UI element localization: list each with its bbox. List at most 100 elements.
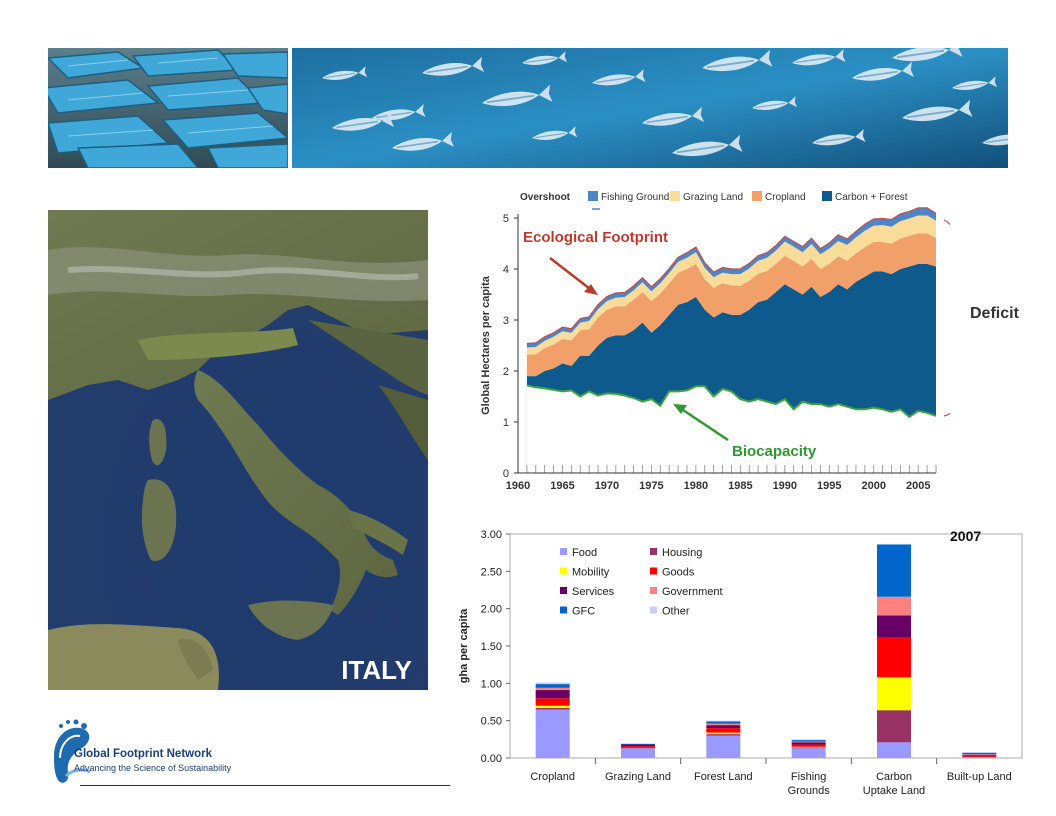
legend-swatch <box>650 606 657 614</box>
bar-segment-housing <box>535 707 570 710</box>
bar-segment-housing <box>706 734 741 736</box>
logo-divider <box>80 785 450 786</box>
bar-segment-goods <box>791 744 826 747</box>
legend-swatch <box>588 191 598 201</box>
deficit-label: Deficit <box>970 305 1019 322</box>
fish-shape <box>592 69 646 86</box>
biocapacity-arrow <box>679 406 729 442</box>
fish-shape <box>902 99 973 122</box>
fish-shape <box>982 134 1008 146</box>
fish-shape <box>392 131 455 151</box>
footprint-logo-icon <box>54 719 91 783</box>
legend-swatch <box>822 191 832 201</box>
bar-segment-services <box>706 725 741 729</box>
fish-shape <box>642 106 705 126</box>
legend-swatch <box>560 567 567 575</box>
legend-label: Housing <box>662 547 702 559</box>
category-label: Built-up Land <box>947 771 1012 783</box>
legend-swatch <box>650 567 657 575</box>
fish-shape <box>952 76 998 90</box>
bar-segment-housing <box>791 747 826 749</box>
bar-segment-food <box>535 709 570 758</box>
fish-shape <box>422 56 485 76</box>
biocapacity-annotation: Biocapacity <box>732 443 817 460</box>
legend-label: Mobility <box>572 567 610 579</box>
category-label: Uptake Land <box>863 785 925 797</box>
fish-shape <box>702 49 773 72</box>
bar-segment-gfc <box>621 743 655 745</box>
legend-label: Carbon + Forest <box>835 192 908 203</box>
x-tick-label: 2005 <box>906 480 930 492</box>
bar-segment-mobility <box>877 677 911 711</box>
legend-label: Food <box>572 547 597 559</box>
area-cropland <box>526 233 936 377</box>
stacked-bar-chart: 0.00 0.50 1.00 1.50 2.00 2.50 3.00 gha per capi… <box>440 520 1030 810</box>
bar-segment-housing <box>962 756 997 758</box>
x-tick-label: 1960 <box>506 480 530 492</box>
legend-label: Other <box>662 606 690 618</box>
y-axis-label: Global Hectares per capita <box>480 275 492 415</box>
biocapacity-line <box>526 384 937 419</box>
category-label: Cropland <box>530 771 575 783</box>
plot-area <box>509 533 1023 759</box>
fish-shape <box>812 129 866 146</box>
x-tick-label: 2000 <box>862 480 886 492</box>
bar-segment-other <box>535 682 570 685</box>
legend-swatch <box>670 191 680 201</box>
area-fishing-ground <box>526 207 936 348</box>
chart1-legend: Overshoot Fishing Ground Grazing Land Cropl… <box>520 191 908 210</box>
bar-segment-gfc <box>962 752 997 755</box>
fish-shape <box>372 104 426 121</box>
legend-label: GFC <box>572 606 595 618</box>
fish-photo <box>292 48 1008 168</box>
bar-segment-goods <box>877 637 911 678</box>
bar-segment-government <box>877 596 911 616</box>
category-label: Fishing <box>791 771 826 783</box>
fish-shape <box>482 84 553 107</box>
biocapacity-area <box>526 385 936 473</box>
bar-segment-mobility <box>791 746 826 748</box>
bar-segment-services <box>877 615 911 638</box>
legend-label: Overshoot <box>520 192 571 203</box>
bar-segment-housing <box>877 710 911 743</box>
bar-segment-food <box>706 735 741 758</box>
fish-shape <box>672 134 743 157</box>
bar-segment-food <box>962 757 997 758</box>
x-tick-label: 1990 <box>773 480 797 492</box>
bar-segment-housing <box>621 747 655 749</box>
bar-segment-services <box>791 742 826 745</box>
y-tick-label: 1 <box>503 417 509 429</box>
legend-label: Government <box>662 586 723 598</box>
bar-segment-services <box>535 690 570 699</box>
category-label: Grounds <box>788 785 831 797</box>
area-grazing-land <box>526 215 936 355</box>
fish-shape <box>322 66 368 80</box>
bar-segment-gfc <box>535 684 570 688</box>
bar-segment-goods <box>962 755 997 757</box>
logo-tagline: Advancing the Science of Sustainability <box>74 763 232 773</box>
y-tick-label: 3.00 <box>481 529 502 541</box>
bar-segment-gfc <box>791 740 826 742</box>
bar-segment-food <box>621 748 655 758</box>
y-tick-label: 5 <box>503 213 509 225</box>
fish-shape <box>332 111 395 131</box>
logo-name: Global Footprint Network <box>74 748 213 760</box>
boats-photo <box>48 48 288 168</box>
logo: Global Footprint Network Advancing the S… <box>48 718 448 788</box>
bar-segment-goods <box>535 698 570 706</box>
category-label: Grazing Land <box>605 771 671 783</box>
legend-swatch <box>650 548 657 555</box>
fish-shape <box>522 51 568 65</box>
legend-swatch <box>560 606 567 614</box>
y-tick-label: 2.00 <box>481 604 502 616</box>
x-tick-label: 1970 <box>595 480 619 492</box>
legend-label: Cropland <box>765 192 806 203</box>
x-tick-label: 1975 <box>639 480 663 492</box>
bar-segment-government <box>791 741 826 743</box>
y-axis-label: gha per capita <box>458 608 470 683</box>
category-label: Carbon <box>876 771 912 783</box>
bar-segment-mobility <box>706 732 741 735</box>
chart2-legend: Food Housing Mobility Goods Services Governme… <box>560 547 723 618</box>
bar-segment-goods <box>621 746 655 748</box>
bar-segment-mobility <box>535 705 570 708</box>
